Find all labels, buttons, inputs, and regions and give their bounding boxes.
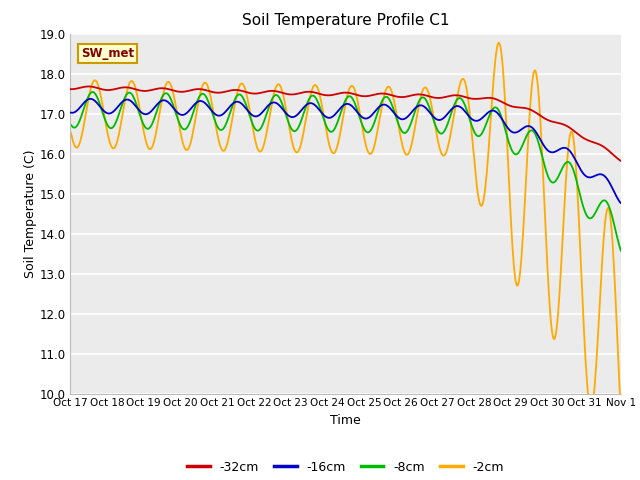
Y-axis label: Soil Temperature (C): Soil Temperature (C) bbox=[24, 149, 36, 278]
Legend: -32cm, -16cm, -8cm, -2cm: -32cm, -16cm, -8cm, -2cm bbox=[182, 456, 509, 479]
Text: SW_met: SW_met bbox=[81, 47, 134, 60]
Title: Soil Temperature Profile C1: Soil Temperature Profile C1 bbox=[242, 13, 449, 28]
X-axis label: Time: Time bbox=[330, 414, 361, 427]
